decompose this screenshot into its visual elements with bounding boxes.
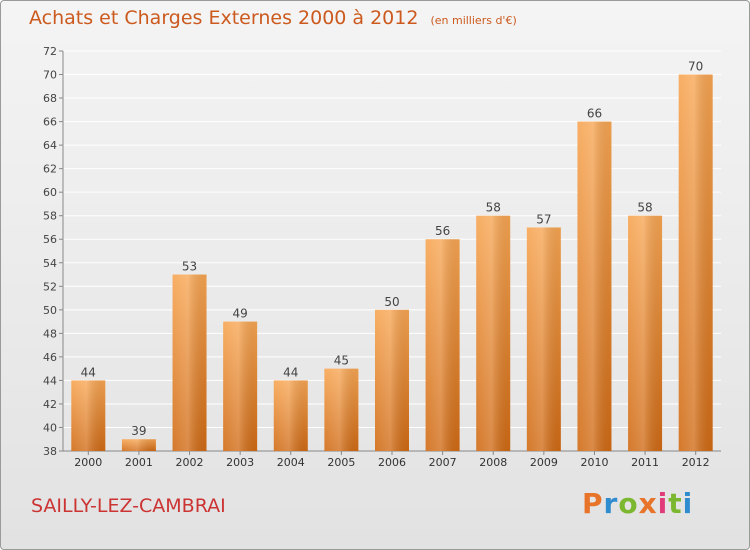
x-tick-label: 2006 xyxy=(378,456,406,469)
data-label: 57 xyxy=(536,212,551,226)
bar-highlight xyxy=(678,74,713,451)
data-label: 39 xyxy=(131,424,146,438)
bar-highlight xyxy=(324,368,359,451)
y-tick-label: 60 xyxy=(43,186,57,199)
y-tick-label: 70 xyxy=(43,69,57,82)
x-tick-label: 2003 xyxy=(226,456,254,469)
bar-layer xyxy=(71,74,713,452)
y-tick-label: 42 xyxy=(43,398,57,411)
bar-highlight xyxy=(577,121,612,452)
x-tick-label: 2010 xyxy=(580,456,608,469)
x-tick-label: 2009 xyxy=(530,456,558,469)
proxiti-logo: Proxiti xyxy=(582,487,693,520)
logo-letter: x xyxy=(638,487,658,520)
city-name: SAILLY-LEZ-CAMBRAI xyxy=(31,495,226,517)
data-label: 58 xyxy=(637,201,652,215)
logo-letter: o xyxy=(618,487,639,520)
data-label: 53 xyxy=(182,260,197,274)
bar-highlight xyxy=(71,380,106,451)
bar-highlight xyxy=(172,274,207,451)
logo-letter: t xyxy=(668,487,683,520)
y-tick-label: 68 xyxy=(43,92,57,105)
chart-title-text: Achats et Charges Externes 2000 à 2012 xyxy=(29,7,419,29)
y-tick-label: 38 xyxy=(43,445,57,458)
y-tick-label: 62 xyxy=(43,163,57,176)
y-tick-label: 44 xyxy=(43,374,57,387)
logo-letter: i xyxy=(657,487,669,520)
x-tick-label: 2008 xyxy=(479,456,507,469)
y-tick-label: 54 xyxy=(43,257,57,270)
chart-subtitle: (en milliers d'€) xyxy=(430,14,517,27)
bar-highlight xyxy=(628,215,663,451)
bar-highlight xyxy=(526,227,561,451)
x-tick-label: 2005 xyxy=(327,456,355,469)
data-label: 56 xyxy=(435,224,450,238)
bar-highlight xyxy=(476,215,511,451)
y-tick-label: 48 xyxy=(43,327,57,340)
x-tick-label: 2012 xyxy=(682,456,710,469)
data-label: 58 xyxy=(486,201,501,215)
axis-layer: 38 40 42 44 46 48 50 52 54 56 58 60 62 64 66 68 70 72 2000… xyxy=(43,45,721,469)
data-label: 50 xyxy=(384,295,399,309)
y-tick-label: 52 xyxy=(43,280,57,293)
y-tick-label: 46 xyxy=(43,351,57,364)
data-label: 70 xyxy=(688,60,703,74)
y-tick-label: 66 xyxy=(43,116,57,129)
y-tick-label: 58 xyxy=(43,210,57,223)
data-label: 44 xyxy=(283,365,298,379)
logo-letter: i xyxy=(682,487,694,520)
bar-highlight xyxy=(425,239,460,451)
logo-letter: P xyxy=(582,487,604,520)
data-label: 45 xyxy=(334,354,349,368)
y-tick-label: 64 xyxy=(43,139,57,152)
y-tick-label: 50 xyxy=(43,304,57,317)
y-tick-label: 40 xyxy=(43,421,57,434)
x-tick-label: 2007 xyxy=(429,456,457,469)
bar-highlight xyxy=(223,321,258,451)
y-tick-label: 72 xyxy=(43,45,57,58)
bar-highlight xyxy=(375,309,409,451)
data-label: 49 xyxy=(233,307,248,321)
bar-highlight xyxy=(121,439,156,451)
data-label: 66 xyxy=(587,107,602,121)
label-layer: 44 39 53 49 44 45 50 56 58 57 66 58 70 xyxy=(81,60,704,439)
bar-highlight xyxy=(273,380,308,451)
x-tick-label: 2000 xyxy=(74,456,102,469)
x-tick-label: 2004 xyxy=(277,456,305,469)
data-label: 44 xyxy=(81,365,96,379)
x-tick-label: 2002 xyxy=(176,456,204,469)
logo-letter: r xyxy=(603,487,619,520)
x-tick-label: 2001 xyxy=(125,456,153,469)
y-tick-label: 56 xyxy=(43,233,57,246)
chart-title: Achats et Charges Externes 2000 à 2012 (e… xyxy=(29,7,517,29)
x-tick-label: 2011 xyxy=(631,456,659,469)
